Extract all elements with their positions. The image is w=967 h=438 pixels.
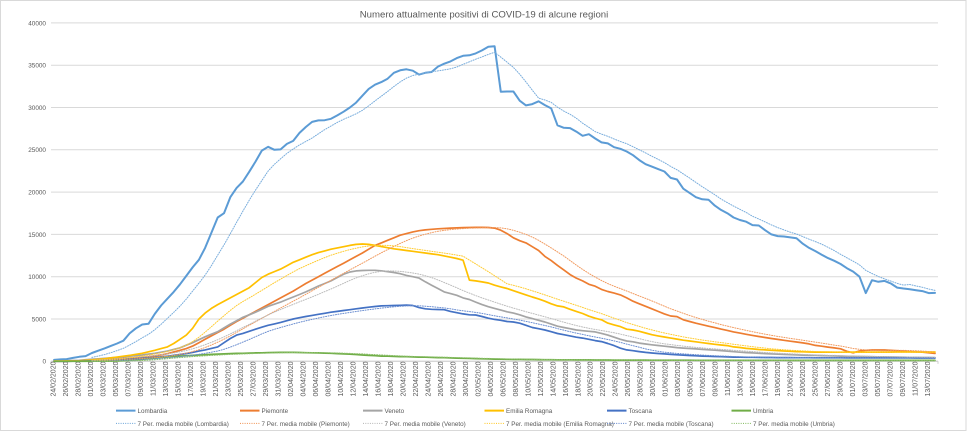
svg-text:05/07/2020: 05/07/2020 xyxy=(875,361,882,396)
svg-text:7 Per. media mobile (Emilia Ro: 7 Per. media mobile (Emilia Romagna) xyxy=(506,421,614,428)
svg-text:28/02/2020: 28/02/2020 xyxy=(76,361,83,396)
svg-text:17/03/2020: 17/03/2020 xyxy=(188,361,195,396)
svg-text:11/07/2020: 11/07/2020 xyxy=(913,361,920,396)
svg-text:01/06/2020: 01/06/2020 xyxy=(663,361,670,396)
svg-text:Veneto: Veneto xyxy=(385,408,405,415)
svg-text:10/04/2020: 10/04/2020 xyxy=(338,361,345,396)
svg-text:26/04/2020: 26/04/2020 xyxy=(438,361,445,396)
svg-text:11/06/2020: 11/06/2020 xyxy=(725,361,732,396)
svg-text:04/05/2020: 04/05/2020 xyxy=(488,361,495,396)
svg-text:01/03/2020: 01/03/2020 xyxy=(88,361,95,396)
svg-text:03/03/2020: 03/03/2020 xyxy=(101,361,108,396)
svg-text:30/04/2020: 30/04/2020 xyxy=(463,361,470,396)
svg-text:07/07/2020: 07/07/2020 xyxy=(888,361,895,396)
svg-text:28/04/2020: 28/04/2020 xyxy=(450,361,457,396)
svg-text:12/04/2020: 12/04/2020 xyxy=(350,361,357,396)
svg-text:7 Per. media mobile (Veneto): 7 Per. media mobile (Veneto) xyxy=(385,421,466,428)
svg-text:13/07/2020: 13/07/2020 xyxy=(925,361,932,396)
svg-text:09/03/2020: 09/03/2020 xyxy=(138,361,145,396)
svg-text:29/03/2020: 29/03/2020 xyxy=(263,361,270,396)
svg-text:40000: 40000 xyxy=(28,20,46,27)
svg-text:25000: 25000 xyxy=(28,147,46,154)
svg-text:15/06/2020: 15/06/2020 xyxy=(750,361,757,396)
svg-text:24/04/2020: 24/04/2020 xyxy=(425,361,432,396)
svg-text:30/05/2020: 30/05/2020 xyxy=(650,361,657,396)
svg-text:13/03/2020: 13/03/2020 xyxy=(163,361,170,396)
svg-text:16/04/2020: 16/04/2020 xyxy=(375,361,382,396)
svg-text:35000: 35000 xyxy=(28,63,46,70)
svg-text:27/06/2020: 27/06/2020 xyxy=(825,361,832,396)
svg-text:07/03/2020: 07/03/2020 xyxy=(126,361,133,396)
svg-text:05/03/2020: 05/03/2020 xyxy=(113,361,120,396)
svg-text:21/03/2020: 21/03/2020 xyxy=(213,361,220,396)
svg-text:06/05/2020: 06/05/2020 xyxy=(500,361,507,396)
svg-text:Lombardia: Lombardia xyxy=(138,408,168,415)
svg-text:7 Per. media mobile (Toscana): 7 Per. media mobile (Toscana) xyxy=(629,421,714,428)
svg-text:Emilia Romagna: Emilia Romagna xyxy=(506,408,553,415)
svg-text:20/04/2020: 20/04/2020 xyxy=(400,361,407,396)
svg-text:08/05/2020: 08/05/2020 xyxy=(513,361,520,396)
svg-text:18/05/2020: 18/05/2020 xyxy=(575,361,582,396)
svg-text:22/04/2020: 22/04/2020 xyxy=(413,361,420,396)
svg-text:08/04/2020: 08/04/2020 xyxy=(325,361,332,396)
svg-text:23/06/2020: 23/06/2020 xyxy=(800,361,807,396)
svg-text:07/06/2020: 07/06/2020 xyxy=(700,361,707,396)
svg-text:01/07/2020: 01/07/2020 xyxy=(850,361,857,396)
svg-text:30000: 30000 xyxy=(28,105,46,112)
svg-text:15000: 15000 xyxy=(28,232,46,239)
svg-text:09/06/2020: 09/06/2020 xyxy=(713,361,720,396)
svg-text:20000: 20000 xyxy=(28,190,46,197)
svg-text:18/04/2020: 18/04/2020 xyxy=(388,361,395,396)
svg-text:25/03/2020: 25/03/2020 xyxy=(238,361,245,396)
svg-text:7 Per. media mobile (Umbria): 7 Per. media mobile (Umbria) xyxy=(753,421,835,428)
svg-text:21/06/2020: 21/06/2020 xyxy=(788,361,795,396)
svg-text:17/06/2020: 17/06/2020 xyxy=(763,361,770,396)
svg-text:24/05/2020: 24/05/2020 xyxy=(613,361,620,396)
svg-text:04/04/2020: 04/04/2020 xyxy=(300,361,307,396)
svg-text:31/03/2020: 31/03/2020 xyxy=(275,361,282,396)
svg-text:5000: 5000 xyxy=(32,316,47,323)
svg-text:02/05/2020: 02/05/2020 xyxy=(475,361,482,396)
svg-text:20/05/2020: 20/05/2020 xyxy=(588,361,595,396)
svg-text:10/05/2020: 10/05/2020 xyxy=(525,361,532,396)
svg-text:7 Per. media mobile (Lombardia: 7 Per. media mobile (Lombardia) xyxy=(138,421,229,428)
svg-text:11/03/2020: 11/03/2020 xyxy=(151,361,158,396)
svg-text:13/06/2020: 13/06/2020 xyxy=(738,361,745,396)
svg-text:22/05/2020: 22/05/2020 xyxy=(600,361,607,396)
svg-text:24/02/2020: 24/02/2020 xyxy=(51,361,58,396)
svg-text:7 Per. media mobile (Piemonte): 7 Per. media mobile (Piemonte) xyxy=(262,421,350,428)
svg-text:10000: 10000 xyxy=(28,274,46,281)
svg-text:23/03/2020: 23/03/2020 xyxy=(226,361,233,396)
svg-text:14/05/2020: 14/05/2020 xyxy=(550,361,557,396)
svg-text:28/05/2020: 28/05/2020 xyxy=(638,361,645,396)
svg-text:29/06/2020: 29/06/2020 xyxy=(838,361,845,396)
svg-text:Numero attualmente positivi di: Numero attualmente positivi di COVID-19 … xyxy=(360,10,609,21)
svg-text:26/05/2020: 26/05/2020 xyxy=(625,361,632,396)
svg-text:19/06/2020: 19/06/2020 xyxy=(775,361,782,396)
svg-text:05/06/2020: 05/06/2020 xyxy=(688,361,695,396)
svg-text:14/04/2020: 14/04/2020 xyxy=(363,361,370,396)
svg-text:Umbria: Umbria xyxy=(753,408,774,415)
svg-text:16/05/2020: 16/05/2020 xyxy=(563,361,570,396)
svg-text:02/04/2020: 02/04/2020 xyxy=(288,361,295,396)
svg-text:0: 0 xyxy=(42,359,46,366)
svg-text:26/02/2020: 26/02/2020 xyxy=(63,361,70,396)
svg-text:19/03/2020: 19/03/2020 xyxy=(201,361,208,396)
svg-text:12/05/2020: 12/05/2020 xyxy=(538,361,545,396)
svg-text:03/06/2020: 03/06/2020 xyxy=(675,361,682,396)
svg-text:06/04/2020: 06/04/2020 xyxy=(313,361,320,396)
svg-text:25/06/2020: 25/06/2020 xyxy=(813,361,820,396)
svg-text:27/03/2020: 27/03/2020 xyxy=(250,361,257,396)
svg-text:03/07/2020: 03/07/2020 xyxy=(863,361,870,396)
svg-text:09/07/2020: 09/07/2020 xyxy=(900,361,907,396)
svg-text:15/03/2020: 15/03/2020 xyxy=(176,361,183,396)
svg-text:Piemonte: Piemonte xyxy=(262,408,289,415)
svg-text:Toscana: Toscana xyxy=(629,408,653,415)
